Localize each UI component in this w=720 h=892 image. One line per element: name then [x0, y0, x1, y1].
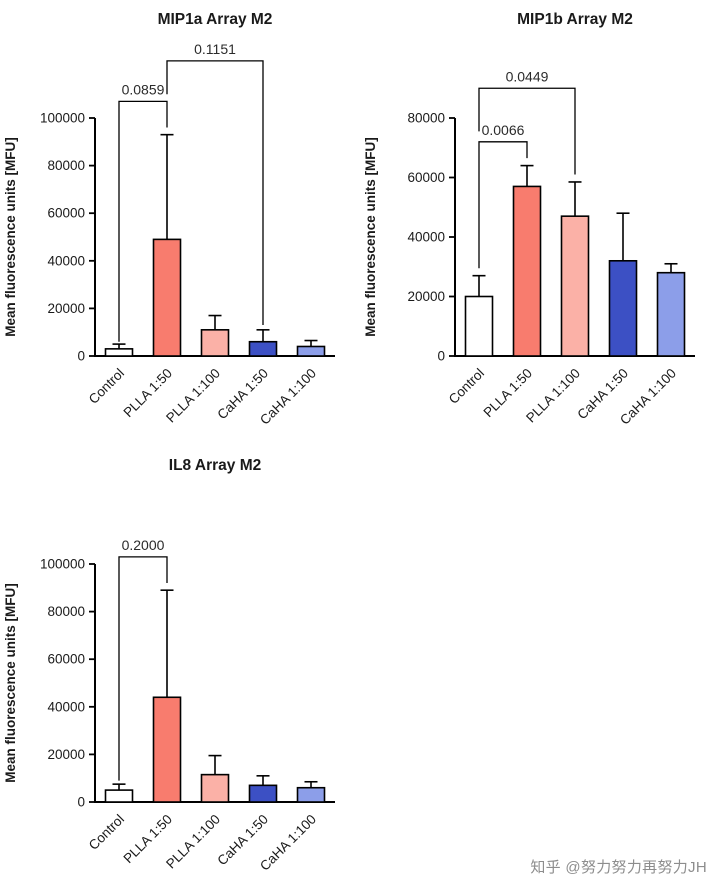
y-tick-label: 60000: [47, 652, 85, 667]
significance-bracket: [478, 141, 528, 269]
y-tick-label: 20000: [47, 747, 85, 762]
bar-caha-1-100: [656, 271, 686, 357]
bar-plla-1-50: [512, 185, 542, 357]
y-tick-label: 80000: [47, 158, 85, 173]
chart-title: MIP1b Array M2: [517, 11, 633, 28]
y-tick-label: 60000: [407, 170, 445, 185]
y-tick-label: 40000: [47, 699, 85, 714]
y-tick-label: 20000: [407, 289, 445, 304]
chart-panel-mip1b: MIP1b Array M2 Mean fluorescence units [M…: [360, 0, 720, 446]
p-value-label: 0.2000: [122, 537, 165, 553]
significance-bracket: [118, 100, 168, 342]
y-axis-label: Mean fluorescence units [MFU]: [3, 137, 18, 337]
bar-control: [104, 789, 134, 803]
bar-caha-1-100: [296, 345, 326, 357]
x-tick-label: Control: [86, 366, 127, 407]
y-tick-label: 20000: [47, 301, 85, 316]
p-value-label: 0.0449: [506, 68, 549, 84]
p-value-label: 0.1151: [194, 41, 236, 57]
bar-caha-1-50: [248, 340, 278, 357]
chart-title: IL8 Array M2: [169, 457, 261, 474]
bar-plla-1-100: [200, 773, 230, 803]
bar-caha-1-50: [248, 784, 278, 803]
bar-plla-1-100: [560, 215, 590, 357]
bar-caha-1-50: [608, 259, 638, 357]
y-tick-label: 0: [77, 349, 85, 364]
bar-caha-1-100: [296, 786, 326, 803]
significance-bracket: [478, 87, 576, 175]
y-tick-label: 100000: [40, 557, 85, 572]
y-tick-label: 0: [437, 349, 445, 364]
x-tick-label: Control: [86, 812, 127, 853]
y-tick-label: 0: [77, 795, 85, 810]
y-tick-label: 100000: [40, 111, 85, 126]
y-axis-label: Mean fluorescence units [MFU]: [3, 583, 18, 783]
y-tick-label: 80000: [47, 604, 85, 619]
significance-bracket: [166, 60, 264, 326]
chart-svg-1: MIP1b Array M2 Mean fluorescence units [M…: [363, 11, 695, 428]
y-tick-label: 40000: [47, 253, 85, 268]
y-tick-label: 60000: [47, 206, 85, 221]
chart-svg-2: IL8 Array M2 Mean fluorescence units [MFU…: [3, 457, 335, 874]
bar-plla-1-50: [152, 696, 182, 803]
chart-panel-il8: IL8 Array M2 Mean fluorescence units [MFU…: [0, 446, 360, 892]
y-tick-label: 80000: [407, 111, 445, 126]
p-value-label: 0.0066: [482, 122, 525, 138]
bar-control: [464, 295, 494, 357]
bar-control: [104, 348, 134, 357]
bar-plla-1-50: [152, 238, 182, 357]
chart-panel-mip1a: MIP1a Array M2 Mean fluorescence units [M…: [0, 0, 360, 446]
chart-svg-0: MIP1a Array M2 Mean fluorescence units [M…: [3, 11, 335, 428]
p-value-label: 0.0859: [122, 81, 165, 97]
watermark: 知乎 @努力努力再努力JH: [527, 855, 710, 878]
significance-bracket: [118, 556, 168, 781]
chart-panel-empty: [360, 446, 720, 892]
y-tick-label: 40000: [407, 230, 445, 245]
y-axis-label: Mean fluorescence units [MFU]: [363, 137, 378, 337]
x-tick-label: Control: [446, 366, 487, 407]
chart-title: MIP1a Array M2: [158, 11, 273, 28]
bar-plla-1-100: [200, 329, 230, 357]
